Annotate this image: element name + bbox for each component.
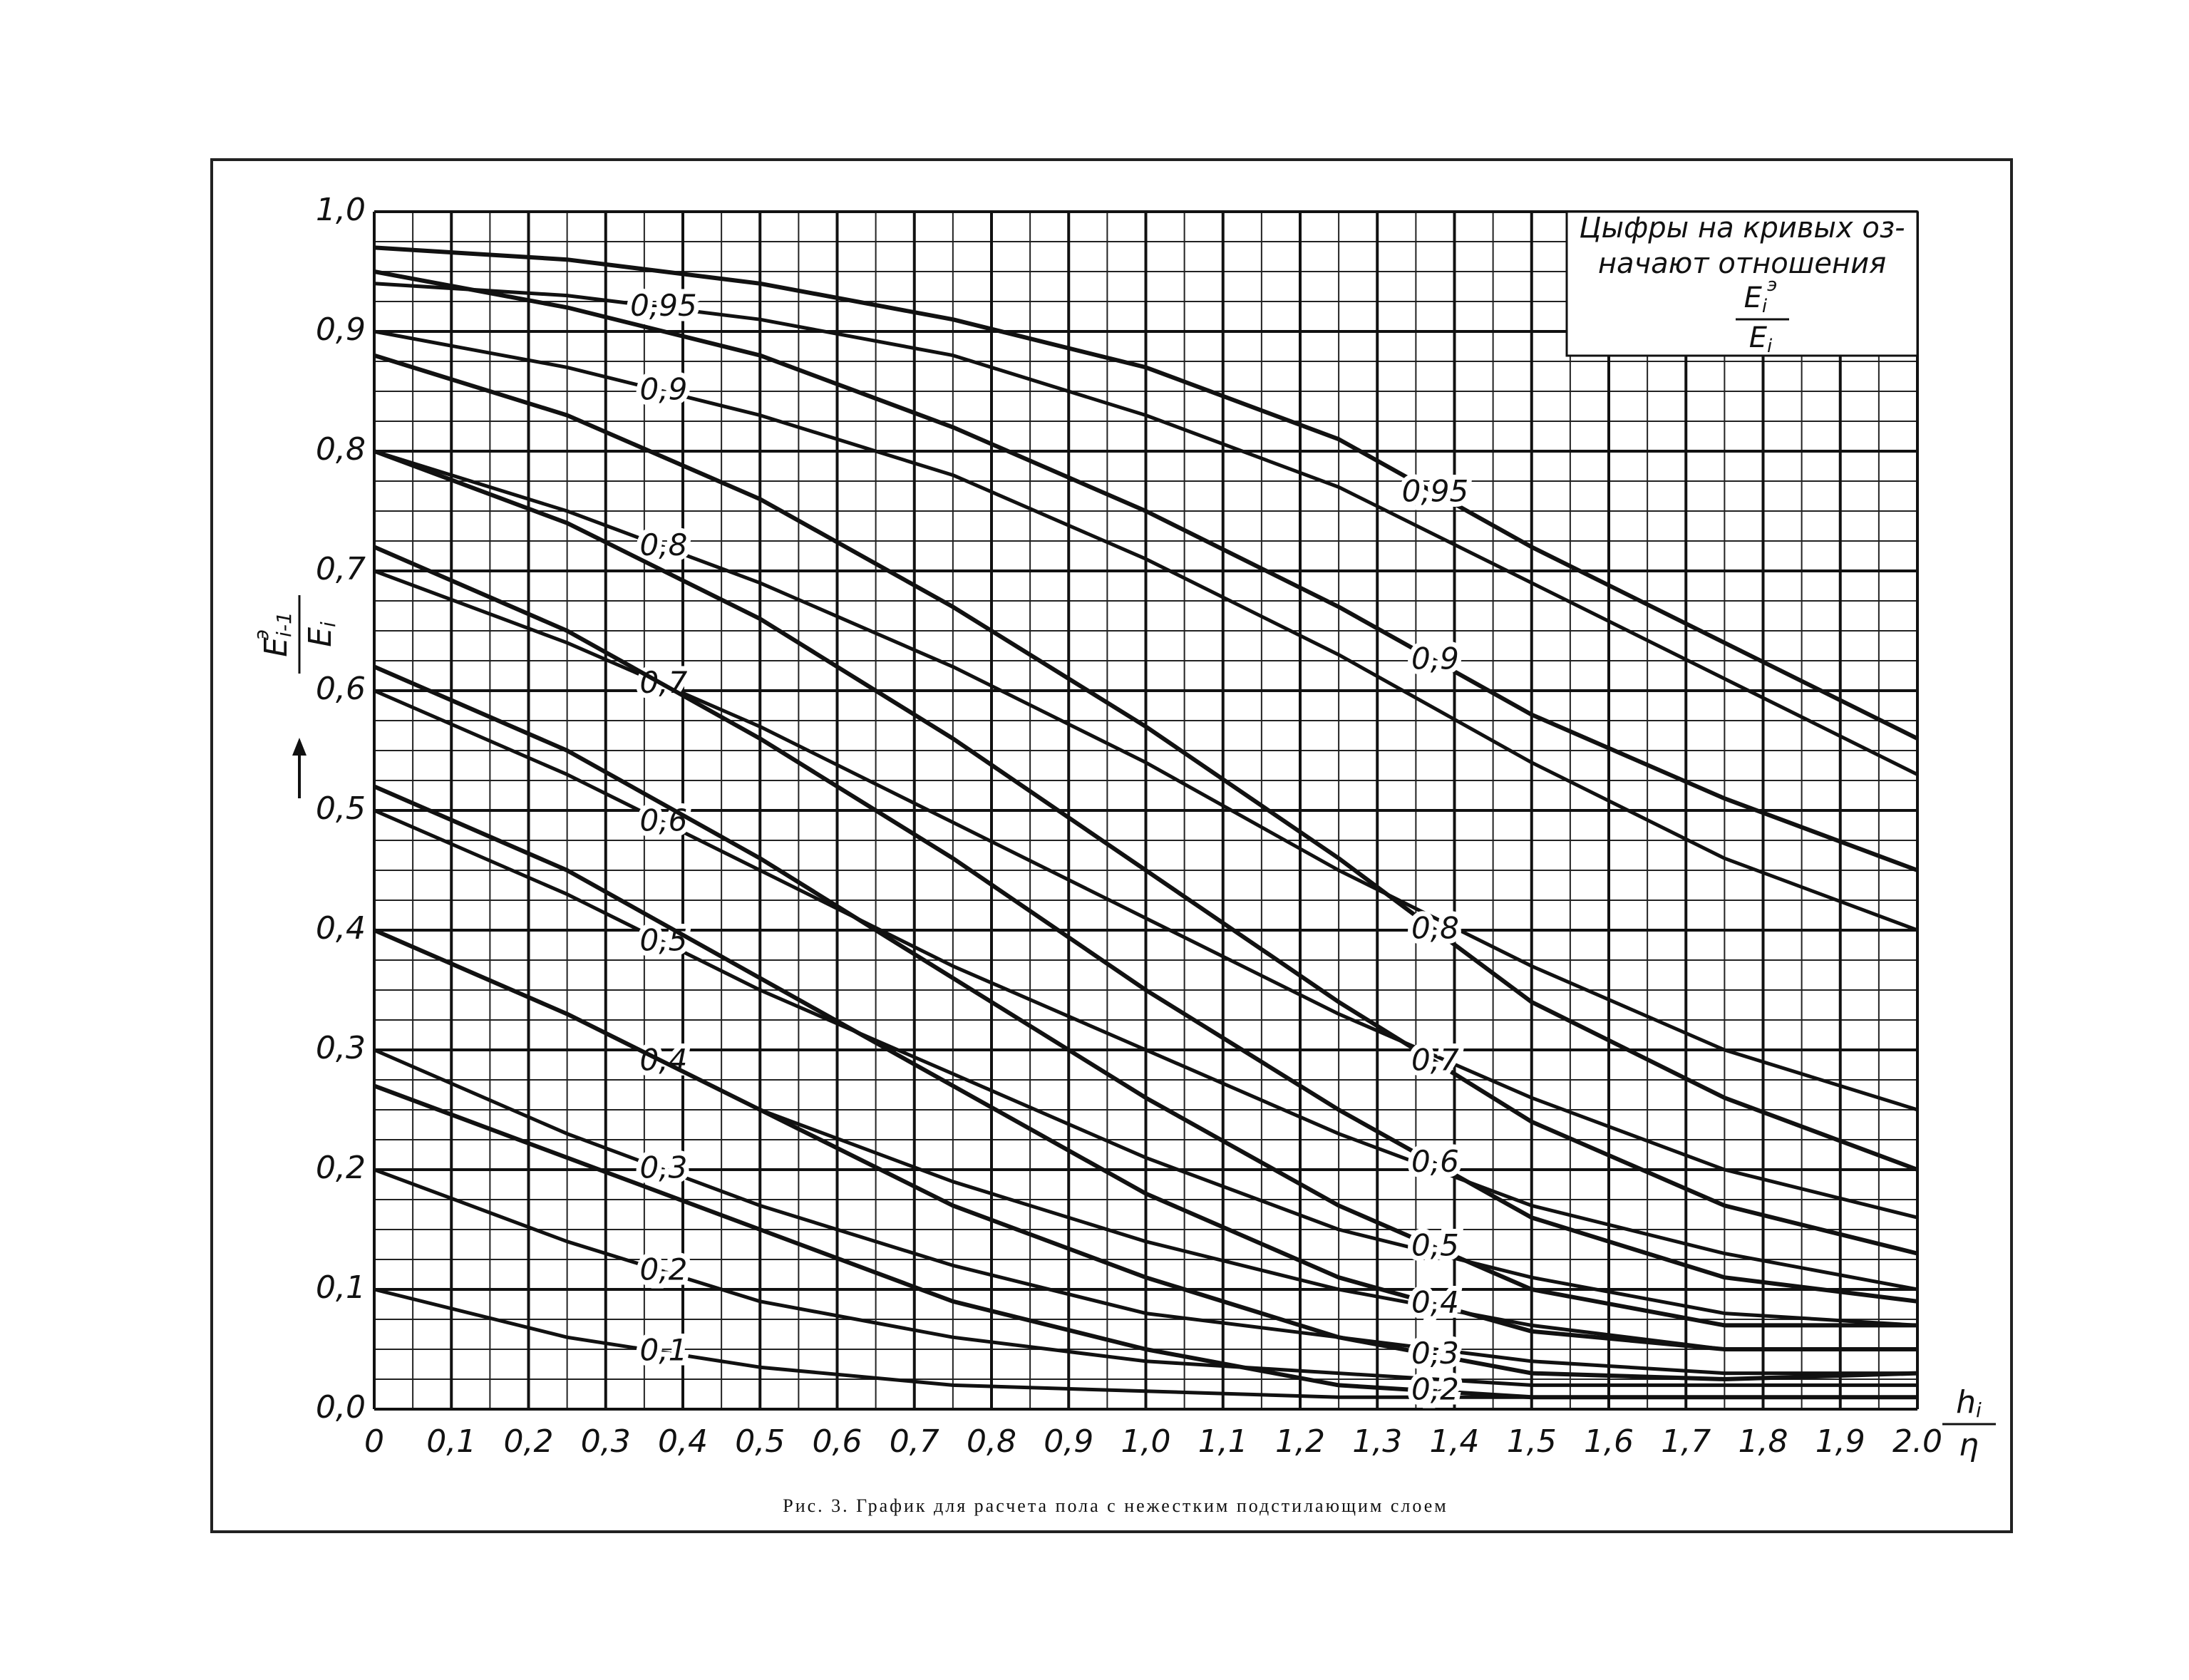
curve-label: 0,95 — [630, 288, 697, 323]
curve — [374, 689, 1918, 1292]
curves: 0,950,90,80,70,60,50,40,30,20,10,950,90,… — [373, 245, 1919, 1411]
curve-label: 0,95 — [1402, 473, 1469, 508]
x-tick-label: 1,7 — [1661, 1423, 1711, 1460]
y-tick-label: 0,6 — [316, 671, 366, 707]
x-label-num: hi — [1956, 1384, 1982, 1422]
curve — [373, 664, 1917, 1328]
y-tick-label: 0,4 — [316, 910, 366, 947]
y-tick-label: 0,1 — [316, 1269, 366, 1306]
curve-label: 0,6 — [640, 803, 688, 838]
den-sub: i — [1767, 336, 1773, 357]
y-label-den: Ei — [302, 622, 340, 647]
note-fraction-num: Eiэ — [1744, 274, 1778, 317]
num: h — [1956, 1384, 1976, 1421]
curve — [373, 784, 1917, 1351]
curve — [374, 282, 1919, 776]
num-sub: i-1 — [272, 612, 296, 637]
curve — [374, 449, 1918, 1112]
num-sup: э — [249, 629, 273, 640]
curve — [374, 269, 1919, 872]
x-tick-label: 1,9 — [1815, 1423, 1865, 1460]
x-tick-label: 1,6 — [1584, 1423, 1634, 1460]
grid — [373, 210, 1919, 1411]
curve — [374, 353, 1919, 1172]
x-tick-label: 0,6 — [813, 1423, 862, 1460]
y-tick-label: 0,3 — [316, 1030, 366, 1066]
num-sub: i — [1762, 296, 1768, 317]
arrow-head — [292, 738, 307, 756]
note-line: Цыфры на кривых оз- — [1579, 212, 1905, 244]
curve — [373, 1083, 1917, 1400]
x-tick-label: 0,4 — [658, 1423, 708, 1460]
y-tick-label: 0,8 — [316, 431, 366, 468]
frame — [210, 158, 2013, 1533]
y-tick-label: 1,0 — [316, 192, 366, 228]
x-tick-label: 1,3 — [1352, 1423, 1402, 1460]
y-tick-label: 0,5 — [316, 790, 366, 827]
curve-label: 0,6 — [1411, 1144, 1459, 1179]
x-tick-label: 0,8 — [967, 1423, 1016, 1460]
caption: Рис. 3. График для расчета пола с нежест… — [783, 1495, 1448, 1516]
x-tick-label: 1,4 — [1430, 1423, 1480, 1460]
curve-label: 0,7 — [1411, 1042, 1459, 1077]
y-tick-label: 0,0 — [316, 1389, 366, 1426]
x-tick-label: 1,5 — [1507, 1423, 1557, 1460]
y-tick-label: 0,9 — [316, 311, 366, 348]
curve-label: 0,9 — [1411, 641, 1459, 676]
curve-label: 0,1 — [640, 1333, 688, 1368]
y-tick-label: 0,7 — [316, 551, 366, 587]
num: E — [258, 637, 294, 657]
x-tick-label: 2.0 — [1892, 1423, 1942, 1460]
curve — [373, 545, 1918, 1304]
x-tick-label: 1,0 — [1121, 1423, 1171, 1460]
curve-label: 0,8 — [1411, 911, 1459, 946]
curve-label: 0,8 — [640, 527, 688, 562]
note-box — [1565, 210, 1919, 357]
curve-label: 0,4 — [1411, 1285, 1459, 1320]
x-tick-label: 1,2 — [1275, 1423, 1325, 1460]
x-tick-label: 1,1 — [1198, 1423, 1248, 1460]
y-axis-label: Ei-1э Ei — [249, 595, 340, 798]
y-label-num: Ei-1э — [249, 612, 296, 657]
curve — [374, 245, 1919, 741]
den-sub: i — [316, 622, 340, 627]
y-tick-label: 0,2 — [316, 1150, 366, 1186]
note-line: начают отношения — [1598, 247, 1886, 280]
x-tick-label: 0 — [364, 1423, 384, 1460]
x-tick-label: 1,8 — [1739, 1423, 1788, 1460]
x-tick-label: 0,2 — [504, 1423, 554, 1460]
x-label-den: η — [1959, 1427, 1979, 1463]
den: E — [1749, 321, 1768, 354]
curve — [374, 1168, 1917, 1387]
curve-label: 0,3 — [1411, 1336, 1459, 1371]
curve — [374, 569, 1918, 1220]
note-fraction-den: Ei — [1749, 321, 1773, 357]
num-sub: i — [1976, 1398, 1982, 1422]
curve — [374, 329, 1918, 932]
x-tick-label: 0,1 — [426, 1423, 476, 1460]
den: E — [302, 627, 339, 647]
num: E — [1744, 282, 1763, 314]
curve-label: 0,5 — [640, 922, 688, 957]
x-tick-label: 0,3 — [581, 1423, 631, 1460]
curve-label: 0,2 — [640, 1252, 688, 1287]
curve-label: 0,9 — [640, 372, 688, 407]
curve — [373, 928, 1918, 1381]
curve — [374, 808, 1918, 1327]
x-tick-label: 0,5 — [735, 1423, 785, 1460]
x-tick-label: 0,9 — [1044, 1423, 1093, 1460]
x-tick-label: 0,7 — [890, 1423, 939, 1460]
curve-label: 0,3 — [640, 1150, 688, 1185]
curve-label: 0,5 — [1411, 1228, 1459, 1263]
curve-label: 0,2 — [1411, 1371, 1459, 1406]
num-sup: э — [1767, 274, 1777, 296]
curve — [373, 449, 1918, 1256]
curve — [374, 1048, 1917, 1376]
